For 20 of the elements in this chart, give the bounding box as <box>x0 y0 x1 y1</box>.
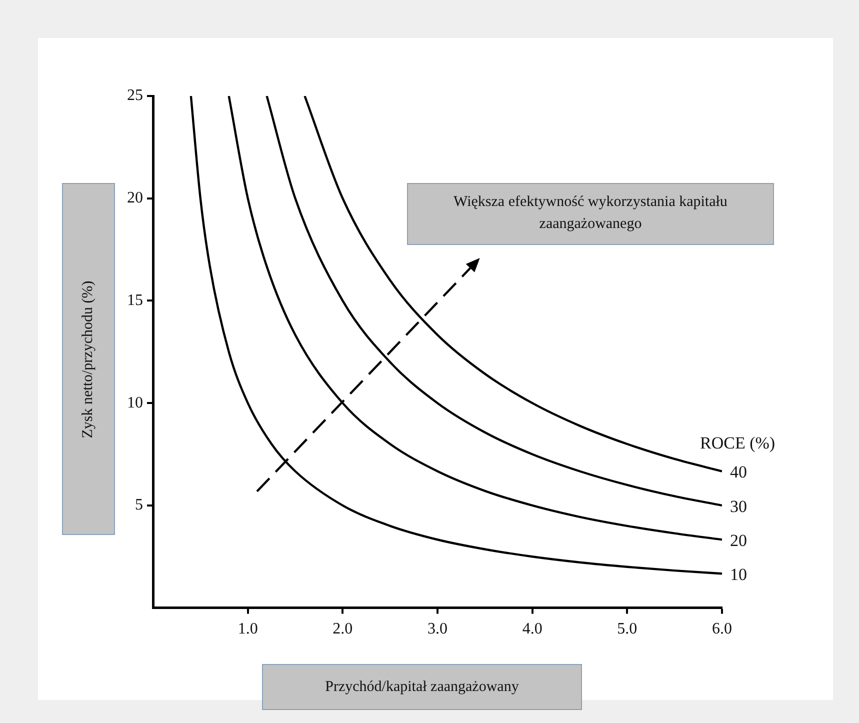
y-tick-label: 10 <box>127 394 143 412</box>
y-tick-label: 20 <box>127 190 143 207</box>
legend-title: ROCE (%) <box>700 434 776 453</box>
x-tick-label: 3.0 <box>428 620 448 638</box>
x-tick-label: 5.0 <box>617 620 638 638</box>
x-tick-label: 2.0 <box>332 620 353 638</box>
series-label: 30 <box>730 496 747 516</box>
y-axis-title: Zysk netto/przychodu (%) <box>80 280 97 438</box>
label-box: Zysk netto/przychodu (%) <box>62 183 115 535</box>
x-tick-label: 6.0 <box>712 620 732 638</box>
y-tick-label: 25 <box>127 87 143 104</box>
y-tick-label: 5 <box>135 496 143 514</box>
series-label: 20 <box>730 531 747 550</box>
x-tick-label: 4.0 <box>522 620 542 638</box>
series-label: 10 <box>730 565 747 584</box>
x-tick-label: 1.0 <box>238 620 258 638</box>
y-tick-label: 15 <box>127 292 143 309</box>
label-box: Przychód/kapitał zaangażowany <box>262 664 582 710</box>
series-label: 40 <box>730 462 747 482</box>
note-box: Większa efektywność wykorzystania kapitału zaangażowanego <box>407 183 774 245</box>
